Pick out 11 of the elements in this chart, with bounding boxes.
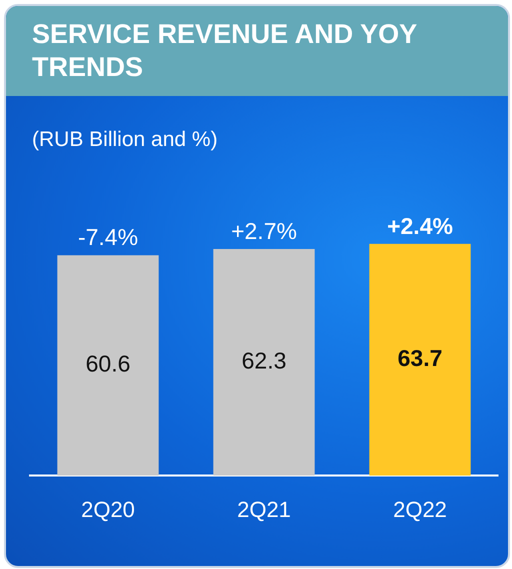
data-label: 60.6 xyxy=(86,350,130,377)
x-tick-label: 2Q22 xyxy=(393,496,447,522)
annotation: -7.4% xyxy=(78,224,138,250)
annotation: +2.7% xyxy=(231,218,297,244)
chart-subtitle: (RUB Billion and %) xyxy=(32,128,218,152)
chart-title: SERVICE REVENUE AND YOY TRENDS xyxy=(32,18,418,84)
annotation: +2.4% xyxy=(387,212,453,239)
x-tick-label: 2Q20 xyxy=(81,496,135,522)
data-label: 63.7 xyxy=(398,345,442,372)
data-label: 62.3 xyxy=(242,348,286,374)
x-tick-label: 2Q21 xyxy=(237,496,291,522)
